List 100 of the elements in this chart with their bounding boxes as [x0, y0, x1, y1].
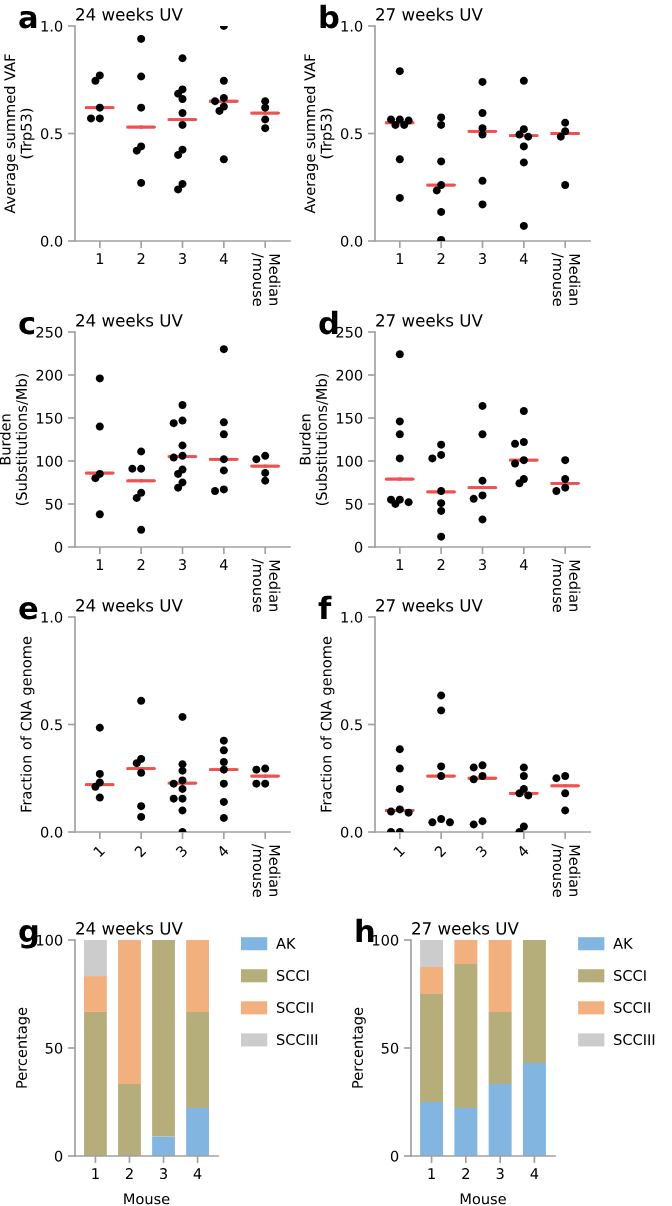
y-axis-title: Fraction of CNA genome [20, 636, 35, 812]
x-tick-label: 1 [396, 253, 404, 264]
y-tick-label: 0.5 [340, 719, 362, 731]
y-tick-label: 200 [336, 369, 363, 381]
x-tick-label: 2 [437, 253, 445, 264]
x-axis-title: Mouse [124, 1193, 170, 1205]
bar [420, 967, 444, 994]
x-tick-label: 2 [125, 1168, 133, 1179]
legend-label: SCCI [614, 969, 646, 981]
y-tick-label: 0.0 [340, 235, 363, 247]
bar [420, 1102, 444, 1156]
y-tick-label: 50 [45, 498, 63, 510]
x-tick-label: 1 [428, 1168, 435, 1179]
bar [420, 994, 444, 1102]
x-tick-label: 3 [496, 1168, 504, 1180]
x-tick-label: 3 [475, 844, 488, 858]
bar [522, 940, 546, 1064]
x-tick-label: 1 [396, 559, 404, 570]
y-tick-label: 0 [54, 1150, 63, 1162]
chart-title: 24 weeks UV [76, 7, 183, 21]
bar [454, 940, 478, 964]
x-tick-label: Median /mouse [251, 843, 281, 897]
x-tick-label: 2 [433, 845, 447, 858]
text: f [318, 595, 332, 619]
x-tick-label: 2 [462, 1168, 470, 1179]
x-tick-label: 1 [96, 253, 104, 264]
legend-label: AK [276, 938, 296, 949]
text: c [19, 316, 35, 335]
y-tick-label: 0.0 [40, 235, 63, 247]
legend-label: AK [613, 938, 633, 949]
x-tick-label: 3 [178, 559, 186, 571]
bar [454, 963, 478, 1109]
y-tick-label: 0 [354, 541, 363, 553]
text: a [19, 10, 37, 29]
x-tick-label: 4 [219, 253, 228, 264]
y-tick-label: 150 [336, 412, 363, 424]
y-tick-label: 250 [336, 326, 363, 338]
x-tick-label: Median /mouse [551, 558, 581, 612]
y-tick-label: 50 [381, 1042, 399, 1054]
x-tick-label: Median /mouse [251, 252, 281, 306]
y-axis-title: Fraction of CNA genome [320, 636, 335, 812]
y-tick-label: 0.5 [340, 128, 362, 140]
x-tick-label: 1 [392, 845, 405, 858]
bar [152, 1136, 175, 1156]
legend-label: SCCII [276, 1002, 313, 1014]
y-axis-title: Burden (Substitutions/Mb) [299, 373, 329, 506]
bar [420, 940, 444, 967]
x-tick-label: Median /mouse [551, 252, 581, 306]
y-tick-label: 250 [36, 326, 63, 338]
chart-title: 27 weeks UV [376, 598, 483, 612]
y-axis-title: Percentage [16, 1007, 30, 1088]
bar [84, 976, 107, 1012]
bar [522, 1063, 546, 1156]
y-tick-label: 1.0 [41, 20, 63, 32]
x-tick-label: 4 [519, 253, 528, 264]
text: d [319, 310, 338, 335]
y-tick-label: 150 [36, 412, 63, 424]
y-tick-label: 100 [36, 934, 63, 946]
x-tick-label: Median /mouse [251, 558, 281, 612]
bar [454, 1108, 478, 1156]
y-tick-label: 100 [36, 455, 63, 467]
x-tick-label: 2 [137, 559, 145, 570]
y-axis-title: Average summed VAF (Trp53) [304, 54, 335, 214]
x-tick-label: 3 [178, 253, 186, 265]
x-tick-label: 3 [175, 844, 188, 858]
bar [186, 1011, 209, 1109]
y-axis-title: Average summed VAF (Trp53) [4, 54, 35, 214]
y-axis-title: Percentage [352, 1007, 366, 1088]
text: g [19, 924, 38, 949]
text: b [320, 4, 339, 29]
x-tick-label: 1 [92, 845, 105, 858]
bar [488, 1011, 512, 1085]
legend-label: SCCIII [614, 1034, 655, 1046]
y-tick-label: 1.0 [341, 611, 363, 623]
bar [152, 940, 175, 1137]
y-tick-label: 1.0 [41, 611, 63, 623]
x-tick-label: 1 [92, 1168, 99, 1179]
y-tick-label: 100 [336, 455, 363, 467]
x-tick-label: 4 [516, 844, 530, 858]
x-tick-label: 2 [137, 253, 145, 264]
x-tick-label: 1 [96, 559, 104, 570]
y-tick-label: 0.0 [40, 826, 63, 838]
text: e [19, 601, 38, 620]
chart-title: 27 weeks UV [412, 921, 519, 935]
text: h [356, 918, 374, 942]
bar [84, 940, 107, 977]
x-tick-label: 3 [478, 559, 486, 571]
legend-label: SCCII [614, 1002, 650, 1014]
x-tick-label: 3 [478, 253, 486, 265]
chart-title: 27 weeks UV [376, 7, 483, 21]
x-tick-label: 4 [216, 844, 230, 858]
bar [488, 1084, 512, 1156]
y-tick-label: 100 [372, 934, 399, 946]
x-axis-title: Mouse [460, 1193, 506, 1205]
bar [488, 940, 512, 1012]
y-tick-label: 0 [54, 541, 63, 553]
chart-title: 24 weeks UV [76, 921, 183, 935]
y-tick-label: 0 [390, 1150, 399, 1162]
x-tick-label: 4 [530, 1168, 539, 1179]
bar [84, 1011, 107, 1156]
